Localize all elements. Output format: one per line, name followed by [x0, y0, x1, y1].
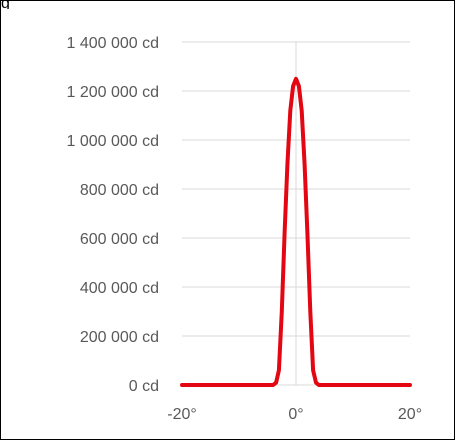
y-tick-label: 0 cd — [129, 378, 159, 395]
y-tick-label: 1 400 000 cd — [66, 35, 159, 52]
y-tick-label: 400 000 cd — [80, 280, 159, 297]
y-tick-label: 1 000 000 cd — [66, 133, 159, 150]
y-tick-label: 200 000 cd — [80, 329, 159, 346]
y-tick-label: 800 000 cd — [80, 182, 159, 199]
x-tick-label: -20° — [167, 406, 197, 423]
y-tick-label: 600 000 cd — [80, 231, 159, 248]
y-tick-label: 1 200 000 cd — [66, 84, 159, 101]
series-line-0 — [180, 76, 412, 387]
x-tick-label: 0° — [288, 406, 303, 423]
chart-top-label: g — [1, 0, 10, 9]
x-tick-label: 20° — [398, 406, 422, 423]
